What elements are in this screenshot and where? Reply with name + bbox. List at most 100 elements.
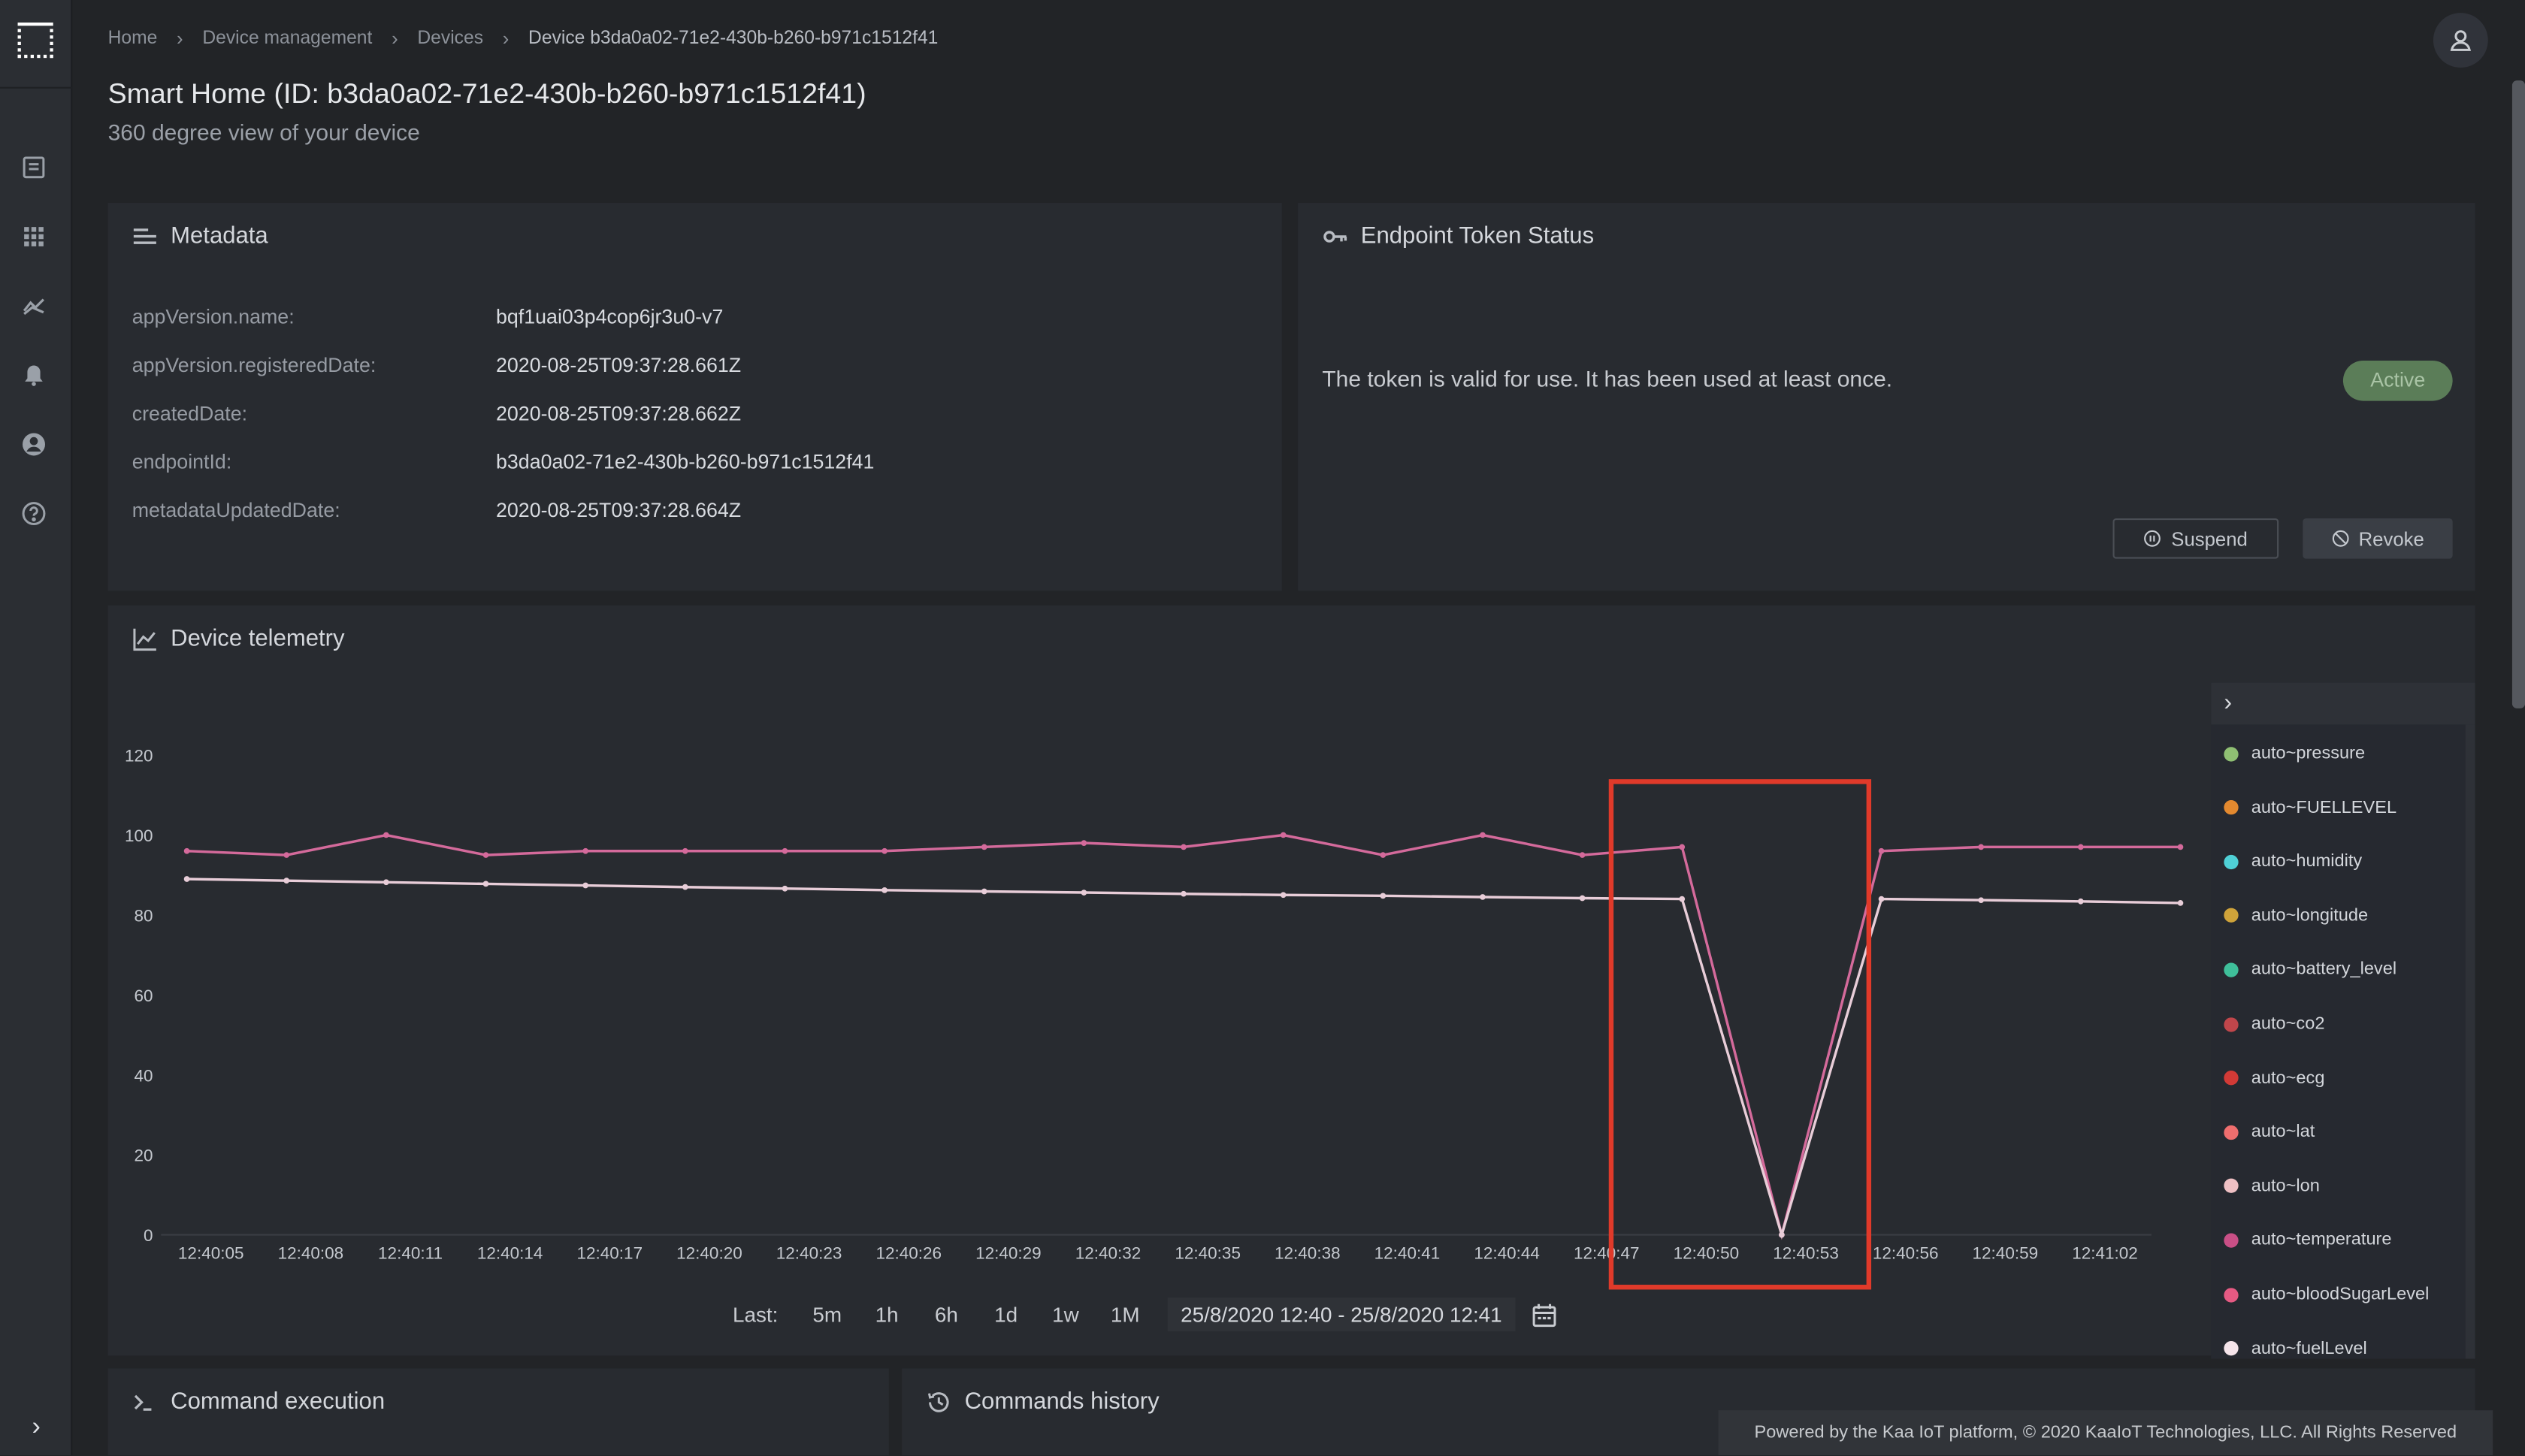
data-point[interactable] bbox=[2177, 900, 2184, 906]
legend-item[interactable]: auto~fuelLevel bbox=[2224, 1339, 2367, 1358]
data-point[interactable] bbox=[1679, 844, 1686, 850]
data-point[interactable] bbox=[682, 884, 688, 890]
breadcrumb-home[interactable]: Home bbox=[107, 29, 158, 49]
data-point[interactable] bbox=[582, 847, 589, 854]
legend-label: auto~lon bbox=[2251, 1177, 2320, 1196]
legend-scrollbar[interactable] bbox=[2465, 724, 2475, 1359]
data-point[interactable] bbox=[283, 852, 290, 858]
chevron-right-icon: › bbox=[502, 27, 510, 50]
breadcrumb-device-management[interactable]: Device management bbox=[202, 29, 373, 49]
page-scrollbar[interactable] bbox=[2511, 80, 2525, 708]
commands-history-title: Commands history bbox=[964, 1389, 1160, 1415]
user-menu-button[interactable] bbox=[2433, 13, 2488, 68]
x-tick-label: 12:40:23 bbox=[776, 1244, 842, 1263]
data-point[interactable] bbox=[981, 844, 987, 850]
legend-item[interactable]: auto~humidity bbox=[2224, 852, 2362, 871]
range-1d-button[interactable]: 1d bbox=[994, 1302, 1018, 1327]
legend-item[interactable]: auto~lat bbox=[2224, 1122, 2315, 1142]
data-point[interactable] bbox=[183, 876, 190, 882]
data-point[interactable] bbox=[981, 888, 987, 895]
data-point[interactable] bbox=[183, 847, 190, 854]
data-point[interactable] bbox=[2177, 844, 2184, 850]
data-point[interactable] bbox=[1181, 844, 1187, 850]
data-point[interactable] bbox=[881, 847, 888, 854]
legend-item[interactable]: auto~longitude bbox=[2224, 906, 2368, 926]
legend-collapse-chevron-icon[interactable]: › bbox=[2211, 682, 2475, 725]
data-point[interactable] bbox=[1181, 890, 1187, 897]
data-point[interactable] bbox=[383, 879, 389, 886]
data-point[interactable] bbox=[881, 887, 888, 893]
legend-label: auto~pressure bbox=[2251, 744, 2366, 763]
data-point[interactable] bbox=[482, 881, 489, 887]
range-1M-button[interactable]: 1M bbox=[1110, 1302, 1140, 1327]
data-point[interactable] bbox=[1380, 852, 1386, 858]
data-point[interactable] bbox=[1081, 890, 1087, 896]
data-point[interactable] bbox=[1878, 847, 1885, 854]
y-tick-label: 40 bbox=[135, 1066, 153, 1085]
help-icon[interactable] bbox=[21, 500, 47, 526]
legend-item[interactable]: auto~bloodSugarLevel bbox=[2224, 1285, 2429, 1304]
data-point[interactable] bbox=[1878, 896, 1885, 902]
data-point[interactable] bbox=[2077, 898, 2084, 905]
legend-item[interactable]: auto~battery_level bbox=[2224, 960, 2396, 980]
x-tick-label: 12:40:41 bbox=[1374, 1244, 1441, 1263]
legend-item[interactable]: auto~co2 bbox=[2224, 1014, 2324, 1034]
legend-label: auto~battery_level bbox=[2251, 960, 2397, 980]
data-point[interactable] bbox=[383, 832, 389, 838]
range-1w-button[interactable]: 1w bbox=[1052, 1302, 1079, 1327]
kaa-logo[interactable] bbox=[17, 23, 53, 59]
range-5m-button[interactable]: 5m bbox=[812, 1302, 842, 1327]
breadcrumb-devices[interactable]: Devices bbox=[417, 29, 484, 49]
data-point[interactable] bbox=[1480, 894, 1486, 900]
data-point[interactable] bbox=[1579, 852, 1586, 858]
legend-item[interactable]: auto~pressure bbox=[2224, 744, 2365, 763]
data-point[interactable] bbox=[2077, 844, 2084, 850]
data-point[interactable] bbox=[682, 847, 688, 854]
analytics-icon[interactable] bbox=[21, 293, 47, 319]
legend-dot bbox=[2224, 1179, 2239, 1194]
legend-dot bbox=[2224, 1125, 2239, 1140]
range-1h-button[interactable]: 1h bbox=[875, 1302, 899, 1327]
data-point[interactable] bbox=[283, 878, 290, 884]
data-point[interactable] bbox=[782, 885, 788, 892]
dashboard-icon[interactable] bbox=[21, 155, 47, 180]
legend-item[interactable]: auto~FUELLEVEL bbox=[2224, 798, 2396, 817]
telemetry-title: Device telemetry bbox=[171, 626, 345, 652]
sidebar-divider bbox=[0, 86, 73, 89]
range-6h-button[interactable]: 6h bbox=[934, 1302, 958, 1327]
data-point[interactable] bbox=[782, 847, 788, 854]
breadcrumb: Home › Device management › Devices › Dev… bbox=[108, 27, 939, 50]
data-point[interactable] bbox=[1480, 832, 1486, 838]
legend-item[interactable]: auto~temperature bbox=[2224, 1231, 2392, 1250]
data-point[interactable] bbox=[1380, 893, 1386, 899]
expand-sidebar-chevron-icon[interactable]: › bbox=[32, 1413, 41, 1441]
data-point[interactable] bbox=[1579, 895, 1586, 902]
data-point[interactable] bbox=[482, 852, 489, 858]
legend-dot bbox=[2224, 1071, 2239, 1086]
sidebar: › bbox=[0, 0, 73, 1456]
calendar-icon[interactable] bbox=[1531, 1302, 1556, 1328]
legend-item[interactable]: auto~ecg bbox=[2224, 1068, 2324, 1088]
date-range-input[interactable]: 25/8/2020 12:40 - 25/8/2020 12:41 bbox=[1168, 1297, 1515, 1332]
legend-label: auto~ecg bbox=[2251, 1068, 2325, 1088]
revoke-button[interactable]: Revoke bbox=[2303, 518, 2453, 559]
data-point[interactable] bbox=[1081, 840, 1087, 846]
y-tick-label: 100 bbox=[125, 826, 153, 845]
data-point[interactable] bbox=[1280, 892, 1287, 899]
chart-line-icon bbox=[132, 627, 158, 652]
account-icon[interactable] bbox=[21, 431, 47, 457]
data-point[interactable] bbox=[1679, 896, 1686, 902]
data-point[interactable] bbox=[1779, 1231, 1785, 1238]
x-tick-label: 12:40:50 bbox=[1674, 1244, 1740, 1263]
data-point[interactable] bbox=[1280, 832, 1287, 838]
bell-icon[interactable] bbox=[21, 362, 47, 388]
suspend-button[interactable]: Suspend bbox=[2112, 518, 2279, 559]
x-tick-label: 12:40:08 bbox=[278, 1244, 344, 1263]
data-point[interactable] bbox=[1978, 844, 1985, 850]
data-point[interactable] bbox=[1978, 897, 1985, 904]
data-point[interactable] bbox=[582, 882, 589, 889]
key-icon bbox=[1322, 224, 1347, 249]
apps-grid-icon[interactable] bbox=[21, 224, 47, 249]
legend-item[interactable]: auto~lon bbox=[2224, 1177, 2320, 1196]
